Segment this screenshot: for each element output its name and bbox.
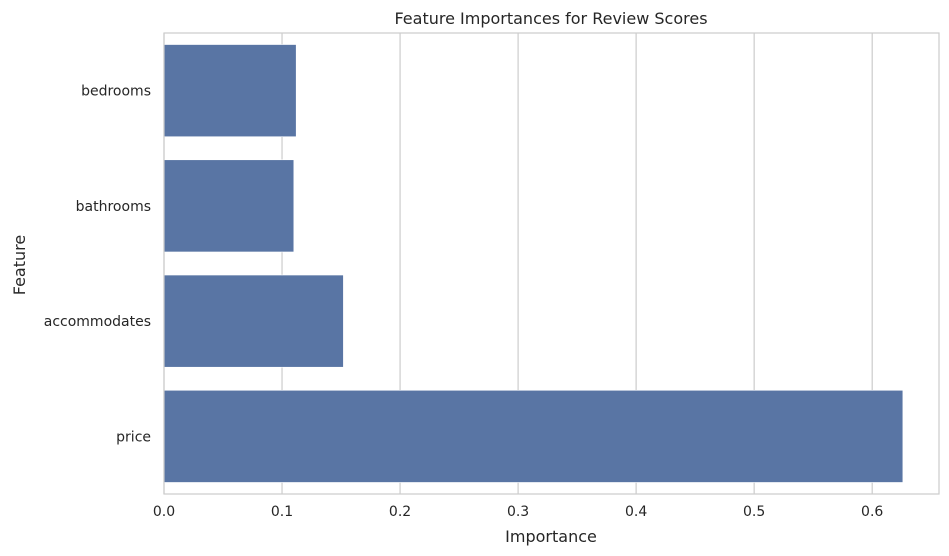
y-tick-label: bedrooms (81, 84, 151, 100)
x-tick-label: 0.5 (743, 504, 765, 520)
x-tick-labels: 0.0 0.1 0.2 0.3 0.4 0.5 0.6 (153, 504, 884, 520)
chart-title: Feature Importances for Review Scores (394, 9, 707, 28)
axes-frame (163, 32, 940, 495)
y-tick-labels: bedrooms bathrooms accommodates price (44, 84, 151, 446)
plot-frame (163, 32, 940, 495)
y-tick-label: price (116, 429, 151, 445)
x-tick-label: 0.2 (389, 504, 411, 520)
x-axis-label: Importance (505, 527, 597, 546)
x-tick-label: 0.1 (271, 504, 293, 520)
y-tick-label: accommodates (44, 314, 151, 330)
x-tick-label: 0.6 (861, 504, 883, 520)
bar (163, 274, 344, 368)
y-tick-label: bathrooms (76, 199, 151, 215)
bar (163, 389, 904, 483)
x-tick-label: 0.4 (625, 504, 647, 520)
y-axis-label: Feature (10, 235, 29, 295)
bars (163, 44, 904, 483)
x-tick-label: 0.0 (153, 504, 175, 520)
bar (163, 44, 297, 138)
x-tick-label: 0.3 (507, 504, 529, 520)
bar (163, 159, 295, 253)
